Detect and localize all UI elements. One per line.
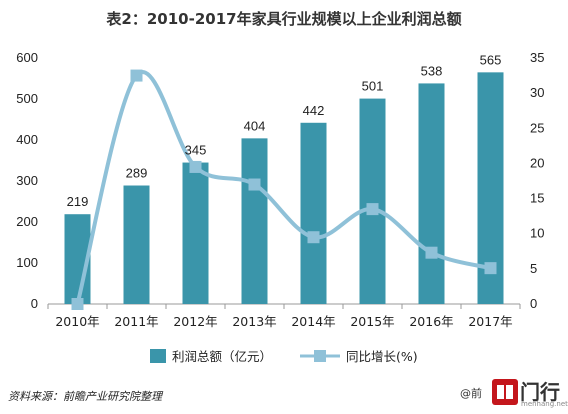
logo-prefix: @前 — [460, 387, 482, 400]
legend: 利润总额（亿元） 同比增长(%) — [150, 349, 418, 364]
x-tick-label: 2010年 — [55, 314, 99, 329]
right-tick-label: 0 — [530, 296, 537, 311]
growth-point — [484, 262, 497, 275]
left-tick-label: 300 — [16, 173, 38, 188]
legend-line-label: 同比增长(%) — [346, 349, 418, 364]
right-tick-label: 5 — [530, 261, 537, 276]
growth-point — [366, 203, 379, 216]
bar — [359, 98, 386, 304]
bar — [241, 138, 268, 304]
right-tick-label: 20 — [530, 155, 544, 170]
left-tick-label: 500 — [16, 91, 38, 106]
right-tick-label: 10 — [530, 226, 544, 241]
logo: @前 门行 menhang.net — [460, 376, 568, 412]
bar-value-label: 565 — [480, 52, 502, 67]
bars — [64, 72, 504, 304]
growth-point — [71, 298, 84, 310]
bar-value-label: 219 — [67, 194, 89, 209]
data-labels: 219 289 345 404 442 501 538 565 — [67, 52, 502, 209]
bar-value-label: 345 — [185, 143, 207, 158]
x-tick-label: 2016年 — [409, 314, 453, 329]
logo-mark-icon — [492, 379, 518, 405]
logo-text: 门行 — [520, 380, 560, 404]
growth-point — [189, 160, 202, 173]
bar-value-label: 538 — [421, 63, 443, 78]
logo-sub: menhang.net — [521, 400, 568, 408]
right-tick-label: 15 — [530, 191, 544, 206]
x-tick-label: 2014年 — [291, 314, 335, 329]
bar-value-label: 404 — [244, 118, 266, 133]
x-tick-label: 2017年 — [468, 314, 512, 329]
bar-value-label: 501 — [362, 79, 384, 94]
chart-title: 表2：2010-2017年家具行业规模以上企业利润总额 — [106, 10, 461, 28]
growth-point — [307, 231, 320, 244]
x-tick-label: 2013年 — [232, 314, 276, 329]
right-tick-label: 30 — [530, 85, 544, 100]
source-note: 资料来源：前瞻产业研究院整理 — [8, 390, 162, 403]
x-tick-label: 2012年 — [173, 314, 217, 329]
legend-line-marker — [314, 350, 326, 362]
growth-point — [248, 178, 261, 191]
left-tick-label: 0 — [31, 296, 38, 311]
legend-bar-swatch — [150, 349, 166, 363]
growth-point — [130, 69, 143, 82]
growth-line — [71, 69, 497, 310]
bar — [418, 83, 445, 304]
growth-point — [425, 246, 438, 259]
right-tick-label: 35 — [530, 50, 544, 65]
bar — [300, 122, 327, 304]
right-tick-label: 25 — [530, 120, 544, 135]
x-tick-label: 2011年 — [114, 314, 158, 329]
x-tick-label: 2015年 — [350, 314, 394, 329]
left-tick-label: 600 — [16, 50, 38, 65]
bar — [182, 162, 209, 304]
bar-value-label: 289 — [126, 166, 148, 181]
legend-bar-label: 利润总额（亿元） — [172, 349, 272, 364]
bar-value-label: 442 — [303, 103, 325, 118]
left-tick-label: 400 — [16, 132, 38, 147]
left-tick-label: 200 — [16, 214, 38, 229]
left-tick-label: 100 — [16, 255, 38, 270]
bar — [123, 185, 150, 304]
axes: 0 100 200 300 400 500 600 0 5 10 15 20 25 30 35 2010年 20… — [16, 50, 544, 329]
